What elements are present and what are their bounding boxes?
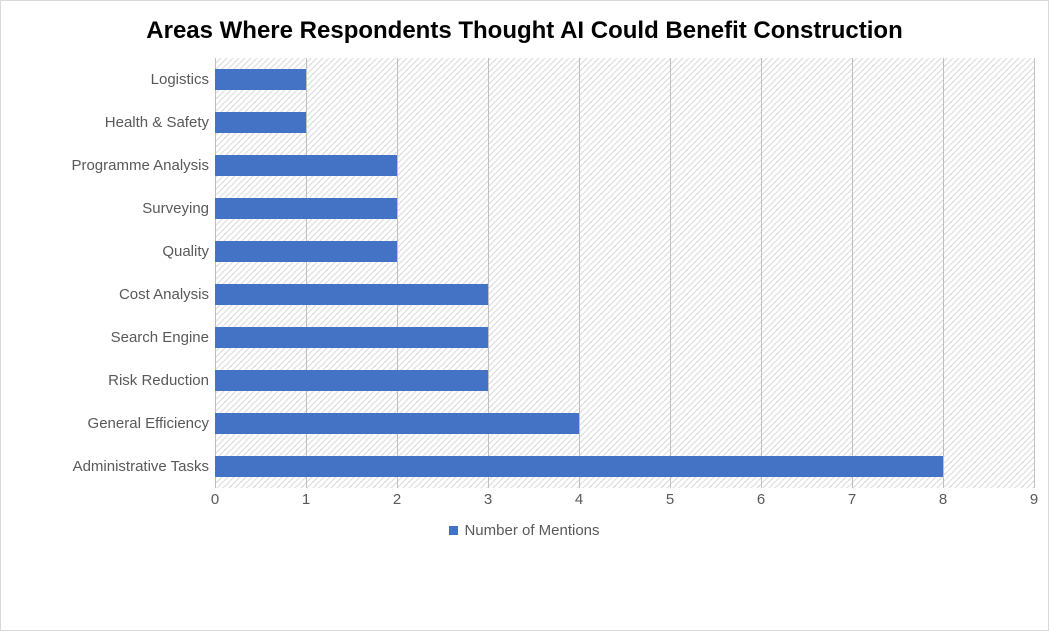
legend-label: Number of Mentions [464, 522, 599, 539]
bar-row [215, 101, 1034, 144]
legend-swatch [449, 526, 458, 535]
y-axis-label: Surveying [15, 187, 209, 230]
bar-row [215, 402, 1034, 445]
legend: Number of Mentions [15, 522, 1034, 539]
bar-row [215, 230, 1034, 273]
bar [215, 370, 488, 392]
x-tick-label: 8 [939, 491, 947, 508]
x-tick-label: 6 [757, 491, 765, 508]
plot-area [215, 58, 1034, 488]
bar-row [215, 359, 1034, 402]
x-tick-label: 2 [393, 491, 401, 508]
x-tick-label: 7 [848, 491, 856, 508]
chart-title: Areas Where Respondents Thought AI Could… [55, 17, 994, 46]
chart-container: Areas Where Respondents Thought AI Could… [0, 0, 1049, 631]
x-tick-label: 4 [575, 491, 583, 508]
bar [215, 284, 488, 306]
bar-row [215, 187, 1034, 230]
y-axis-label: Quality [15, 230, 209, 273]
y-axis-label: Health & Safety [15, 101, 209, 144]
bar [215, 69, 306, 91]
bar [215, 112, 306, 134]
plot-wrap: LogisticsHealth & SafetyProgramme Analys… [15, 58, 1034, 488]
x-axis-row: 0123456789 [15, 488, 1034, 510]
y-axis-label: Administrative Tasks [15, 445, 209, 488]
x-tick-label: 3 [484, 491, 492, 508]
x-tick-label: 9 [1030, 491, 1038, 508]
x-axis-spacer [15, 488, 215, 510]
y-axis: LogisticsHealth & SafetyProgramme Analys… [15, 58, 215, 488]
bar [215, 456, 943, 478]
bar [215, 198, 397, 220]
y-axis-label: Cost Analysis [15, 273, 209, 316]
x-tick-label: 0 [211, 491, 219, 508]
y-axis-label: Risk Reduction [15, 359, 209, 402]
y-axis-label: General Efficiency [15, 402, 209, 445]
y-axis-label: Logistics [15, 58, 209, 101]
x-tick-label: 1 [302, 491, 310, 508]
bar-row [215, 144, 1034, 187]
x-tick-label: 5 [666, 491, 674, 508]
bar-row [215, 273, 1034, 316]
x-axis: 0123456789 [215, 488, 1034, 510]
bar-row [215, 445, 1034, 488]
bar [215, 413, 579, 435]
bar-row [215, 316, 1034, 359]
bars-layer [215, 58, 1034, 488]
bar [215, 241, 397, 263]
gridline [1034, 58, 1035, 488]
bar-row [215, 58, 1034, 101]
y-axis-label: Search Engine [15, 316, 209, 359]
y-axis-label: Programme Analysis [15, 144, 209, 187]
bar [215, 327, 488, 349]
bar [215, 155, 397, 177]
